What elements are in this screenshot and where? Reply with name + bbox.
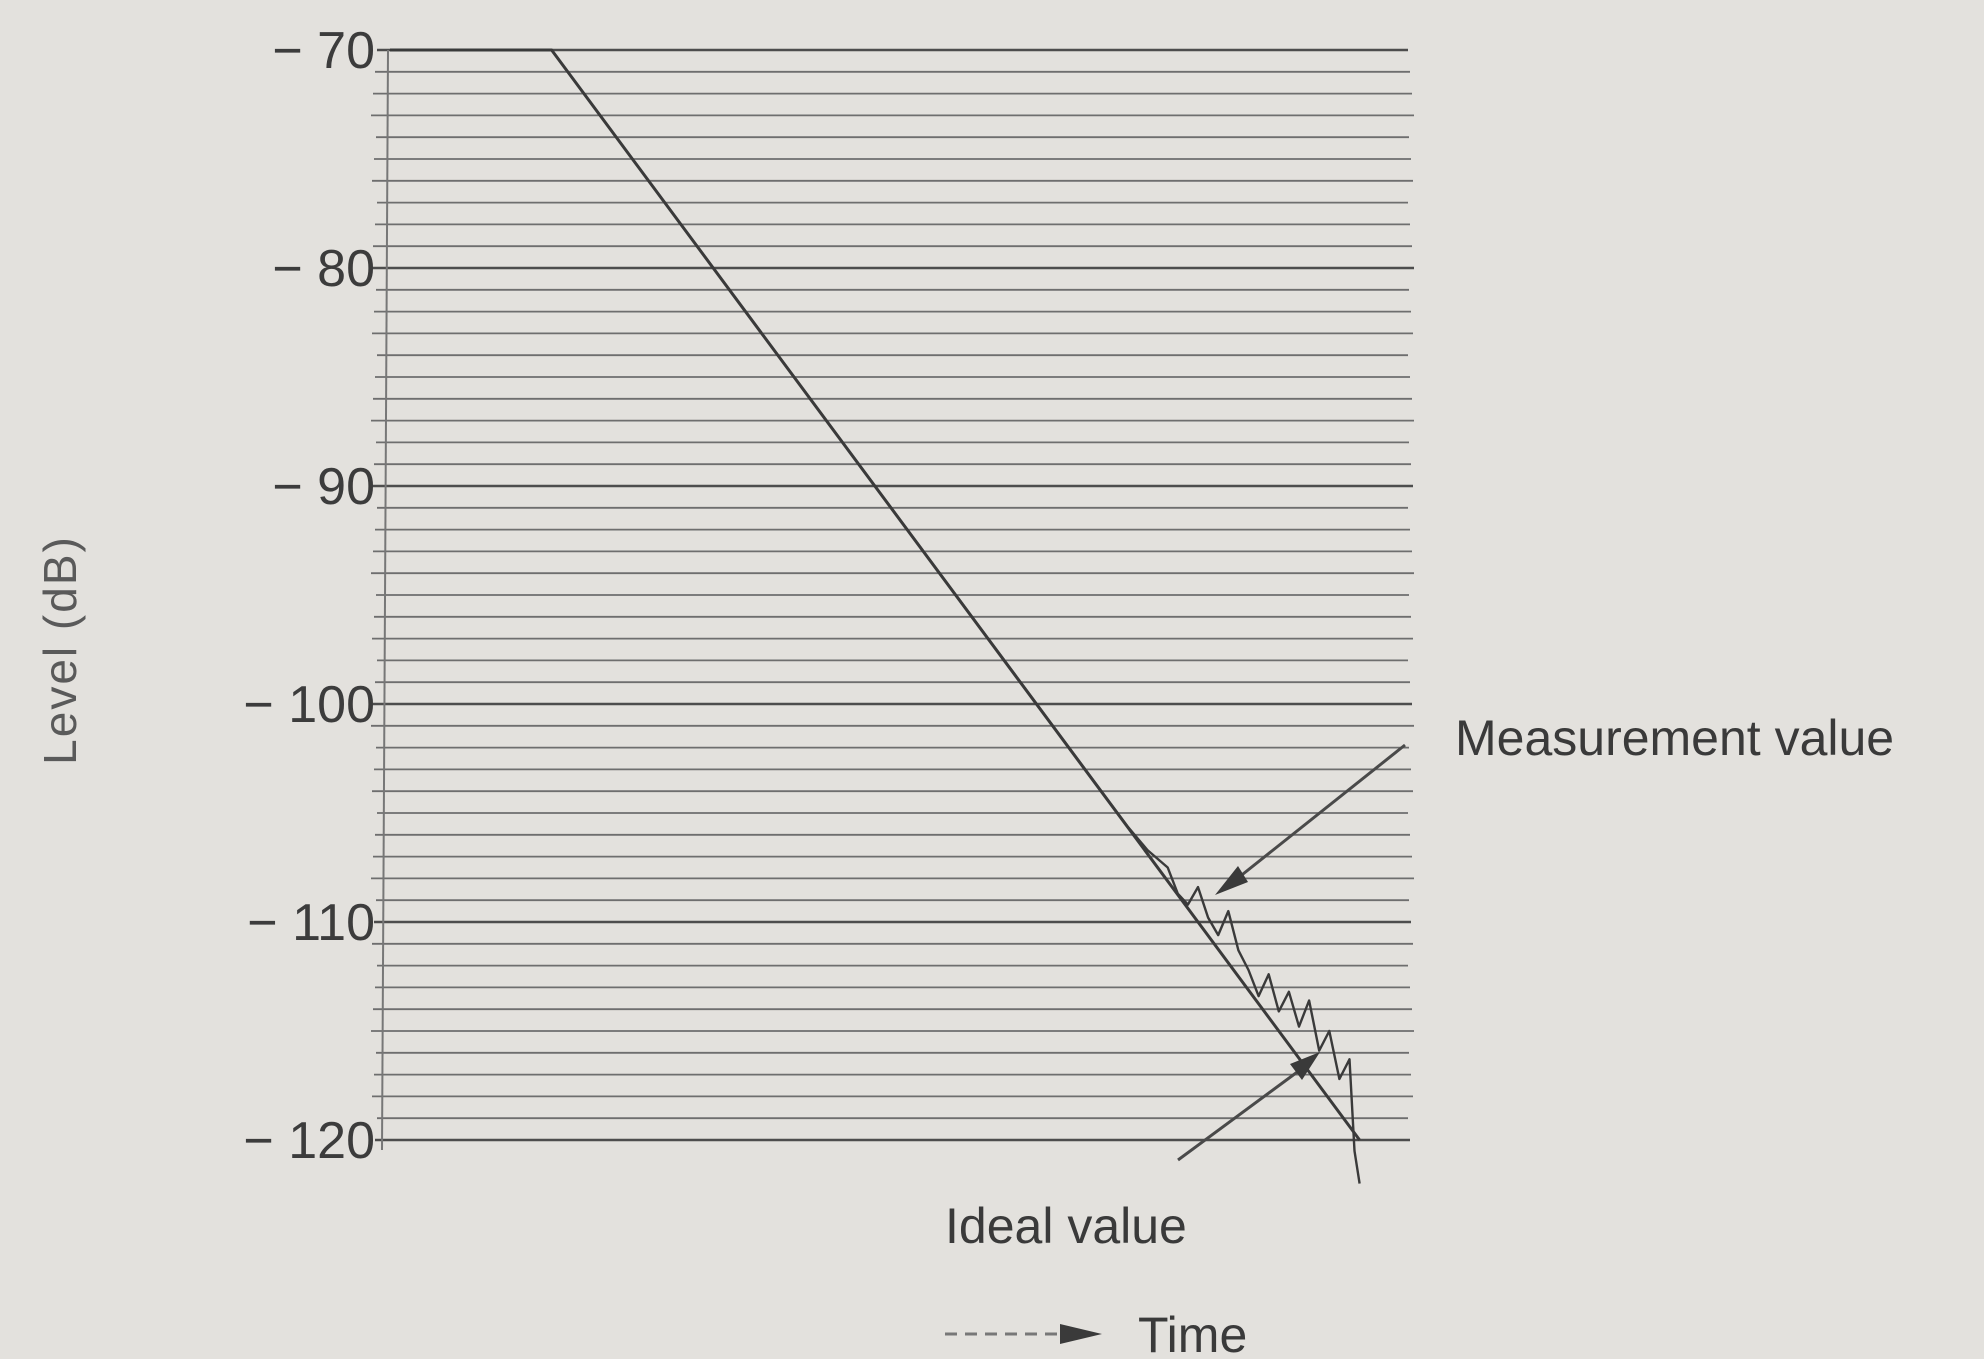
time-arrowhead xyxy=(1060,1324,1102,1344)
y-tick-label: − 110 xyxy=(247,894,375,952)
ideal-label: Ideal value xyxy=(945,1198,1187,1254)
y-tick-label: − 120 xyxy=(243,1112,375,1170)
measurement-value-line xyxy=(390,48,1361,1184)
measurement-annotation: Measurement value xyxy=(1215,710,1894,895)
series-lines xyxy=(390,48,1361,1184)
y-axis-ticks: − 70 − 80 − 90 − 100 − 110 − 120 xyxy=(243,22,375,1170)
grid-lines xyxy=(371,48,1414,1151)
measurement-leader-line xyxy=(1237,743,1406,880)
x-axis-label: Time xyxy=(1138,1307,1247,1359)
ideal-arrowhead xyxy=(1290,1052,1320,1080)
y-axis-line xyxy=(381,49,389,1151)
y-tick-label: − 70 xyxy=(272,22,375,80)
measurement-arrowhead xyxy=(1215,866,1248,895)
ideal-leader-line xyxy=(1177,1068,1301,1162)
y-tick-label: − 100 xyxy=(243,676,375,734)
time-axis-indicator: Time xyxy=(945,1307,1247,1359)
y-axis-label: Level (dB) xyxy=(34,535,86,765)
measurement-label: Measurement value xyxy=(1455,710,1894,766)
ideal-annotation: Ideal value xyxy=(945,1052,1320,1254)
y-tick-label: − 90 xyxy=(272,458,375,516)
y-tick-label: − 80 xyxy=(272,240,375,298)
